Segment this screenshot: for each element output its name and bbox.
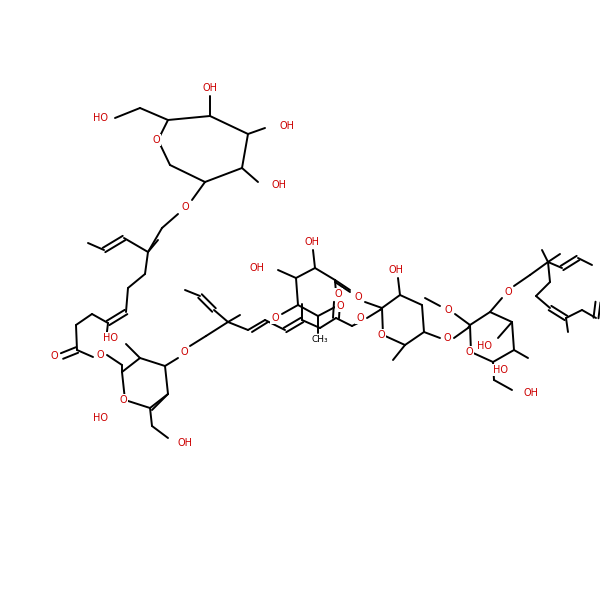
Text: O: O xyxy=(271,313,279,323)
Text: O: O xyxy=(356,313,364,323)
Text: O: O xyxy=(181,202,189,212)
Text: OH: OH xyxy=(280,121,295,131)
Text: O: O xyxy=(354,292,362,302)
Text: O: O xyxy=(180,347,188,357)
Text: O: O xyxy=(336,301,344,311)
Text: CH₃: CH₃ xyxy=(311,335,328,344)
Text: O: O xyxy=(334,289,342,299)
Text: OH: OH xyxy=(524,388,539,398)
Text: O: O xyxy=(377,330,385,340)
Text: O: O xyxy=(152,135,160,145)
Text: O: O xyxy=(96,350,104,360)
Text: HO: HO xyxy=(93,413,108,423)
Text: O: O xyxy=(444,305,452,315)
Text: OH: OH xyxy=(272,180,287,190)
Text: HO: HO xyxy=(103,333,118,343)
Text: HO: HO xyxy=(477,341,492,351)
Text: OH: OH xyxy=(305,237,320,247)
Text: O: O xyxy=(504,287,512,297)
Text: HO: HO xyxy=(493,365,508,375)
Text: OH: OH xyxy=(178,438,193,448)
Text: OH: OH xyxy=(389,265,404,275)
Text: O: O xyxy=(443,333,451,343)
Text: HO: HO xyxy=(93,113,108,123)
Text: O: O xyxy=(465,347,473,357)
Text: O: O xyxy=(50,351,58,361)
Text: O: O xyxy=(119,395,127,405)
Text: OH: OH xyxy=(250,263,265,273)
Text: OH: OH xyxy=(203,83,218,93)
